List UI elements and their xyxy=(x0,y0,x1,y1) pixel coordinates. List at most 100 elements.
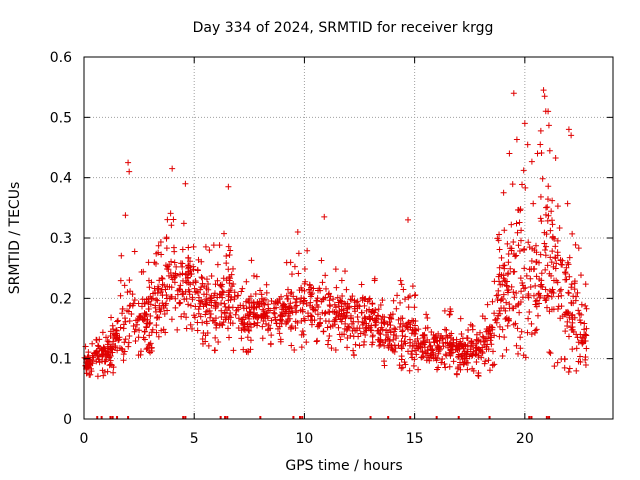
data-point xyxy=(366,295,373,302)
data-point xyxy=(152,260,159,267)
data-point xyxy=(541,229,548,236)
data-point xyxy=(395,316,402,323)
data-point xyxy=(392,326,399,333)
data-point xyxy=(550,306,557,313)
data-point xyxy=(446,311,453,318)
data-point xyxy=(503,314,510,321)
data-point xyxy=(176,299,183,306)
data-point xyxy=(536,300,543,307)
data-point xyxy=(575,245,582,252)
data-point xyxy=(412,292,419,299)
axis-ticks: 0 0.1 0.2 0.3 0.4 0.5 0.6 0 5 10 15 20 xyxy=(50,50,613,447)
outlier-point xyxy=(521,120,528,127)
data-point xyxy=(441,307,448,314)
data-point xyxy=(88,368,95,375)
data-point xyxy=(564,318,571,325)
data-point xyxy=(203,320,210,327)
data-point xyxy=(154,286,161,293)
data-point xyxy=(99,367,106,374)
data-point xyxy=(510,289,517,296)
data-point xyxy=(410,342,417,349)
data-point xyxy=(475,369,482,376)
data-point xyxy=(388,342,395,349)
data-point xyxy=(383,332,390,339)
data-point xyxy=(344,344,351,351)
data-point xyxy=(507,245,514,252)
data-point xyxy=(336,308,343,315)
data-point xyxy=(374,327,381,334)
data-point xyxy=(513,252,520,259)
data-point xyxy=(582,281,589,288)
data-point xyxy=(278,320,285,327)
data-point xyxy=(159,300,166,307)
data-point xyxy=(358,281,365,288)
data-point xyxy=(273,304,280,311)
data-point xyxy=(391,325,398,332)
data-point xyxy=(510,268,517,275)
data-point xyxy=(479,313,486,320)
data-point xyxy=(121,282,128,289)
data-point xyxy=(212,319,219,326)
data-point xyxy=(566,273,573,280)
data-point xyxy=(227,296,234,303)
data-point xyxy=(538,270,545,277)
data-point xyxy=(287,326,294,333)
data-point xyxy=(338,311,345,318)
data-point xyxy=(402,333,409,340)
data-point xyxy=(410,362,417,369)
data-point xyxy=(565,290,572,297)
data-point xyxy=(441,360,448,367)
data-point xyxy=(319,296,326,303)
data-point xyxy=(223,252,230,259)
data-point xyxy=(93,336,100,343)
data-point xyxy=(354,302,361,309)
data-point xyxy=(473,340,480,347)
data-point xyxy=(369,339,376,346)
y-tick-label: 0.6 xyxy=(50,50,72,66)
data-point xyxy=(463,351,470,358)
data-point xyxy=(565,369,572,376)
data-point xyxy=(322,285,329,292)
data-point xyxy=(89,357,96,364)
data-point xyxy=(171,259,178,266)
data-point xyxy=(106,353,113,360)
data-point xyxy=(185,244,192,251)
data-point xyxy=(263,289,270,296)
data-point xyxy=(469,352,476,359)
data-point xyxy=(118,252,125,259)
data-point xyxy=(299,328,306,335)
data-point xyxy=(520,352,527,359)
data-point xyxy=(447,352,454,359)
data-points xyxy=(81,87,590,419)
data-point xyxy=(307,302,314,309)
data-point xyxy=(370,309,377,316)
data-point xyxy=(125,308,132,315)
data-point xyxy=(271,310,278,317)
data-point xyxy=(126,333,133,340)
data-point xyxy=(343,286,350,293)
data-point xyxy=(183,314,190,321)
data-point xyxy=(397,299,404,306)
data-point xyxy=(195,289,202,296)
data-point xyxy=(210,317,217,324)
data-point xyxy=(194,267,201,274)
data-point xyxy=(314,311,321,318)
data-point xyxy=(109,322,116,329)
data-point xyxy=(520,285,527,292)
data-point xyxy=(434,342,441,349)
data-point xyxy=(373,321,380,328)
data-point xyxy=(447,306,454,313)
data-point xyxy=(132,337,139,344)
data-point xyxy=(430,352,437,359)
data-point xyxy=(278,293,285,300)
data-point xyxy=(575,358,582,365)
data-point xyxy=(287,300,294,307)
data-point xyxy=(581,326,588,333)
data-point xyxy=(140,334,147,341)
data-point xyxy=(496,271,503,278)
data-point xyxy=(475,352,482,359)
data-point xyxy=(462,343,469,350)
data-point xyxy=(549,286,556,293)
data-point xyxy=(450,358,457,365)
data-point xyxy=(205,342,212,349)
